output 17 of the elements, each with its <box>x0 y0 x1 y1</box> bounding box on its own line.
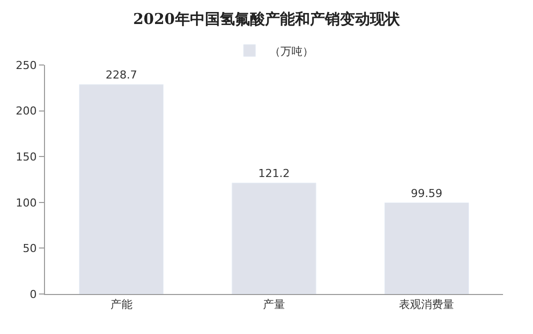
legend-label: （万吨） <box>270 44 314 58</box>
x-tick-label: 表观消费量 <box>399 298 454 312</box>
x-tick-label: 产能 <box>110 298 132 312</box>
data-label: 228.7 <box>106 68 138 82</box>
x-tick-label: 产量 <box>263 298 285 312</box>
y-tick-label: 150 <box>16 150 37 164</box>
bar <box>79 84 164 294</box>
y-tick-label: 250 <box>16 58 37 72</box>
y-tick-label: 0 <box>30 288 37 301</box>
y-tick-label: 200 <box>16 104 37 118</box>
bar <box>232 182 316 294</box>
y-tick-label: 50 <box>22 242 37 256</box>
bar <box>384 202 469 294</box>
y-tick-label: 100 <box>16 196 37 210</box>
data-label: 121.2 <box>258 166 290 180</box>
chart-title: 2020年中国氢氟酸产能和产销变动现状 <box>133 10 401 28</box>
data-label: 99.59 <box>410 186 442 200</box>
